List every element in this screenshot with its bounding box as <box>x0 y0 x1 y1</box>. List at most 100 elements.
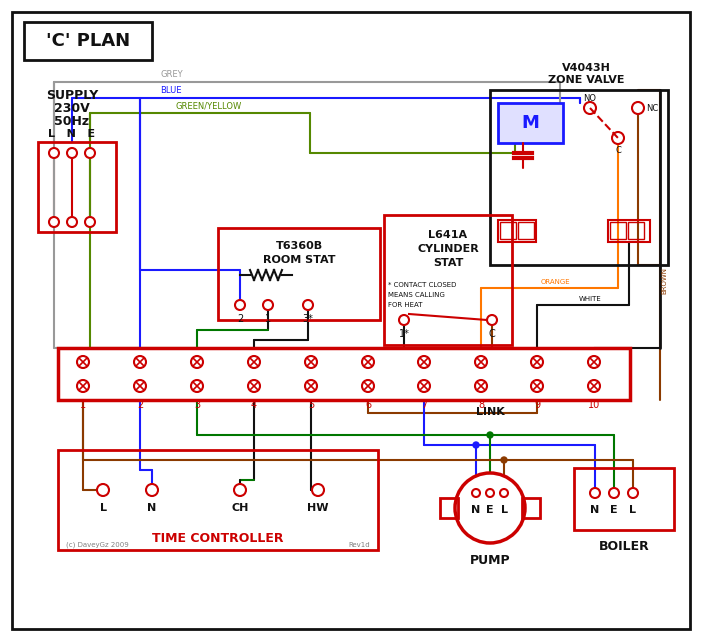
Circle shape <box>487 432 493 438</box>
Text: LINK: LINK <box>476 407 504 417</box>
Bar <box>498 220 536 242</box>
Circle shape <box>67 148 77 158</box>
Text: L641A: L641A <box>428 230 468 240</box>
Text: L: L <box>501 505 508 515</box>
Circle shape <box>191 356 203 368</box>
Text: CYLINDER: CYLINDER <box>417 244 479 254</box>
Text: 230V: 230V <box>54 101 90 115</box>
Bar <box>38 142 116 232</box>
Circle shape <box>584 102 596 114</box>
Circle shape <box>263 300 273 310</box>
Bar <box>628 222 644 239</box>
Text: N: N <box>590 505 600 515</box>
Circle shape <box>501 457 507 463</box>
Circle shape <box>67 217 77 227</box>
Text: 3: 3 <box>194 400 200 410</box>
Circle shape <box>85 217 95 227</box>
Circle shape <box>305 380 317 392</box>
Bar <box>500 222 516 239</box>
Circle shape <box>628 488 638 498</box>
Circle shape <box>455 473 525 543</box>
Circle shape <box>590 488 600 498</box>
Text: 4: 4 <box>251 400 257 410</box>
Text: V4043H: V4043H <box>562 63 611 73</box>
Circle shape <box>399 315 409 325</box>
Circle shape <box>609 488 619 498</box>
Text: ORANGE: ORANGE <box>540 279 570 285</box>
Text: ROOM STAT: ROOM STAT <box>263 255 336 265</box>
Circle shape <box>303 300 313 310</box>
Bar <box>440 498 458 518</box>
Bar <box>610 222 626 239</box>
Circle shape <box>77 356 89 368</box>
Text: M: M <box>521 114 539 132</box>
Bar <box>498 103 563 143</box>
Text: Rev1d: Rev1d <box>348 542 370 548</box>
Text: NO: NO <box>583 94 597 103</box>
Bar <box>574 468 674 530</box>
Text: C: C <box>489 329 496 339</box>
Circle shape <box>362 380 374 392</box>
Circle shape <box>473 442 479 448</box>
Circle shape <box>85 148 95 158</box>
Bar <box>58 450 378 550</box>
Circle shape <box>612 132 624 144</box>
Circle shape <box>248 380 260 392</box>
Text: C: C <box>615 146 621 154</box>
Circle shape <box>49 217 59 227</box>
Circle shape <box>305 356 317 368</box>
Text: 9: 9 <box>534 400 540 410</box>
Text: 1: 1 <box>265 314 271 324</box>
Circle shape <box>632 102 644 114</box>
Text: SUPPLY: SUPPLY <box>46 88 98 101</box>
Text: 8: 8 <box>478 400 484 410</box>
Text: MEANS CALLING: MEANS CALLING <box>388 292 445 298</box>
Text: HW: HW <box>307 503 329 513</box>
Circle shape <box>418 356 430 368</box>
Text: GREEN/YELLOW: GREEN/YELLOW <box>175 101 241 110</box>
Bar <box>518 222 534 239</box>
Text: 3*: 3* <box>303 314 313 324</box>
Text: TIME CONTROLLER: TIME CONTROLLER <box>152 531 284 544</box>
Text: PUMP: PUMP <box>470 553 510 567</box>
Text: 50Hz: 50Hz <box>55 115 90 128</box>
Circle shape <box>475 380 487 392</box>
Circle shape <box>77 380 89 392</box>
Text: L: L <box>100 503 107 513</box>
Text: NC: NC <box>646 103 658 113</box>
Text: E: E <box>486 505 494 515</box>
Circle shape <box>500 489 508 497</box>
Text: BROWN: BROWN <box>661 267 667 294</box>
Text: T6360B: T6360B <box>275 241 322 251</box>
Bar <box>384 215 512 345</box>
Circle shape <box>146 484 158 496</box>
Text: ZONE VALVE: ZONE VALVE <box>548 75 624 85</box>
Text: * CONTACT CLOSED: * CONTACT CLOSED <box>388 282 456 288</box>
Bar <box>522 498 540 518</box>
Circle shape <box>97 484 109 496</box>
Text: 2: 2 <box>237 314 243 324</box>
Circle shape <box>418 380 430 392</box>
Circle shape <box>235 300 245 310</box>
Text: WHITE: WHITE <box>578 296 602 302</box>
Circle shape <box>134 356 146 368</box>
Text: 7: 7 <box>421 400 427 410</box>
Circle shape <box>531 380 543 392</box>
Text: 2: 2 <box>137 400 143 410</box>
Circle shape <box>588 356 600 368</box>
Circle shape <box>472 489 480 497</box>
Text: FOR HEAT: FOR HEAT <box>388 302 423 308</box>
Bar <box>218 228 380 320</box>
Text: STAT: STAT <box>433 258 463 268</box>
Circle shape <box>362 356 374 368</box>
Circle shape <box>234 484 246 496</box>
Text: N: N <box>471 505 481 515</box>
Circle shape <box>531 356 543 368</box>
Circle shape <box>134 380 146 392</box>
Circle shape <box>475 356 487 368</box>
Circle shape <box>312 484 324 496</box>
Text: GREY: GREY <box>160 70 183 79</box>
Bar <box>24 22 152 60</box>
Text: (c) DaveyGz 2009: (c) DaveyGz 2009 <box>66 542 128 548</box>
Text: 5: 5 <box>308 400 314 410</box>
